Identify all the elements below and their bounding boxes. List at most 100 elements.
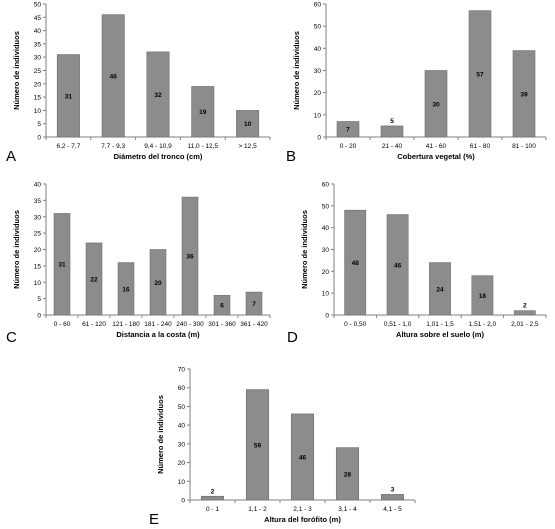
chart-d-y-tick-label: 20 bbox=[322, 269, 330, 276]
chart-b-category-label: 61 - 80 bbox=[470, 143, 491, 150]
chart-b-data-label: 5 bbox=[390, 118, 394, 125]
chart-d: 0 10 20 30 40 50 60 48 0 - 0,50 46 0,51 - 1,0 24 1,0… bbox=[287, 182, 547, 346]
chart-a-y-tick-label: 0 bbox=[37, 135, 41, 142]
chart-c-y-tick-label: 30 bbox=[34, 214, 42, 221]
chart-a-category-label: 9,4 - 10,9 bbox=[144, 143, 172, 150]
chart-e-bar bbox=[290, 413, 315, 501]
chart-c-category-label: 121 - 180 bbox=[112, 321, 140, 328]
chart-c-y-tick-label: 35 bbox=[34, 198, 42, 205]
chart-d-bar bbox=[344, 209, 367, 316]
chart-a-bar bbox=[191, 86, 215, 138]
chart-e-bar bbox=[200, 495, 225, 501]
chart-e-category-label: 1,1 - 2 bbox=[248, 506, 267, 513]
chart-d-y-tick-label: 60 bbox=[322, 182, 330, 189]
chart-d-category-label: 1,01 - 1,5 bbox=[426, 321, 454, 328]
chart-b-data-label: 39 bbox=[520, 91, 528, 98]
chart-a: 0 5 10 15 20 25 30 35 40 45 50 31 6,2 - 7,7 46 7,7 - 9… bbox=[6, 2, 271, 165]
chart-a-data-label: 19 bbox=[199, 109, 207, 116]
chart-d-y-tick-label: 30 bbox=[322, 247, 330, 254]
chart-b-y-tick-label: 50 bbox=[314, 24, 322, 31]
chart-e-y-tick-label: 70 bbox=[178, 367, 186, 374]
chart-d-bar bbox=[471, 275, 494, 316]
chart-b-y-tick-label: 40 bbox=[314, 46, 322, 53]
chart-e: 0 10 20 30 40 50 60 70 2 0 - 1 59 1,1 - 2 46 2,1 - 3 2… bbox=[149, 367, 416, 528]
chart-e-data-label: 3 bbox=[391, 486, 395, 493]
chart-d-data-label: 2 bbox=[523, 303, 527, 310]
chart-d-x-axis-label: Altura sobre el suelo (m) bbox=[396, 330, 484, 339]
chart-d-category-label: 0 - 0,50 bbox=[344, 321, 366, 328]
chart-a-y-tick-label: 50 bbox=[34, 2, 42, 9]
chart-e-data-label: 46 bbox=[299, 454, 307, 461]
chart-d-data-label: 48 bbox=[352, 260, 360, 267]
chart-b-data-label: 30 bbox=[432, 101, 440, 108]
chart-d-data-label: 46 bbox=[394, 262, 402, 269]
chart-b-data-label: 57 bbox=[476, 71, 484, 78]
chart-c-data-label: 6 bbox=[220, 303, 224, 310]
chart-e-y-tick-label: 30 bbox=[178, 441, 186, 448]
chart-d-y-axis-label: Número de individuos bbox=[300, 210, 309, 289]
chart-a-y-axis-label: Número de individuos bbox=[12, 31, 21, 110]
chart-a-bar bbox=[236, 110, 260, 138]
chart-e-y-tick-label: 20 bbox=[178, 460, 186, 467]
chart-a-category-label: 11,0 - 12,5 bbox=[187, 143, 218, 150]
chart-c-x-axis-label: Distancia a la costa (m) bbox=[116, 330, 200, 339]
chart-c-data-label: 22 bbox=[90, 276, 98, 283]
chart-e-x-axis-label: Altura del forófito (m) bbox=[264, 515, 341, 524]
chart-e-data-label: 28 bbox=[344, 471, 352, 478]
chart-b-bar bbox=[336, 121, 360, 138]
chart-c-bar bbox=[85, 242, 103, 316]
chart-c-y-tick-label: 20 bbox=[34, 247, 42, 254]
chart-a-data-label: 46 bbox=[110, 73, 118, 80]
chart-e-y-tick-label: 50 bbox=[178, 404, 186, 411]
chart-b-category-label: 41 - 60 bbox=[426, 143, 447, 150]
chart-a-y-tick-label: 40 bbox=[34, 28, 42, 35]
chart-c-bar bbox=[53, 213, 71, 316]
chart-c-y-tick-label: 15 bbox=[34, 263, 42, 270]
chart-b-data-label: 7 bbox=[346, 127, 350, 134]
chart-c-y-tick-label: 5 bbox=[37, 296, 41, 303]
chart-a-y-tick-label: 15 bbox=[34, 95, 42, 102]
chart-a-y-tick-label: 25 bbox=[34, 68, 42, 75]
chart-d-y-tick-label: 0 bbox=[325, 313, 329, 320]
chart-a-y-tick-label: 30 bbox=[34, 55, 42, 62]
chart-e-y-axis-label: Número de individuos bbox=[156, 395, 165, 474]
chart-b-bar bbox=[468, 10, 492, 138]
chart-b-y-tick-label: 0 bbox=[317, 135, 321, 142]
chart-e-data-label: 2 bbox=[211, 488, 215, 495]
chart-a-y-tick-label: 10 bbox=[34, 108, 42, 115]
chart-a-category-label: 7,7 - 9,3 bbox=[101, 143, 125, 150]
chart-a-bar bbox=[101, 14, 125, 138]
chart-c-data-label: 36 bbox=[186, 254, 194, 261]
chart-e-y-tick-label: 40 bbox=[178, 423, 186, 430]
chart-a-category-label: > 12,5 bbox=[238, 143, 257, 150]
chart-a-y-tick-label: 35 bbox=[34, 41, 42, 48]
chart-c-data-label: 16 bbox=[122, 286, 130, 293]
chart-d-data-label: 18 bbox=[479, 293, 487, 300]
chart-c-data-label: 31 bbox=[58, 262, 66, 269]
chart-e-bar bbox=[380, 494, 405, 501]
chart-b-category-label: 21 - 40 bbox=[382, 143, 403, 150]
chart-a-data-label: 32 bbox=[154, 92, 162, 99]
chart-b-category-label: 81 - 100 bbox=[512, 143, 536, 150]
chart-a-x-axis-label: Diámetro del tronco (cm) bbox=[114, 152, 203, 161]
chart-c-y-tick-label: 0 bbox=[37, 313, 41, 320]
chart-c-data-label: 7 bbox=[252, 301, 256, 308]
chart-c-bar bbox=[117, 262, 135, 316]
chart-d-category-label: 1,51 - 2,0 bbox=[469, 321, 497, 328]
chart-c-data-label: 20 bbox=[154, 280, 162, 287]
chart-d-panel-letter: D bbox=[287, 329, 298, 346]
chart-d-bar bbox=[429, 262, 451, 316]
chart-d-data-label: 24 bbox=[436, 286, 444, 293]
chart-e-panel-letter: E bbox=[149, 511, 159, 528]
chart-a-bar bbox=[56, 54, 80, 138]
chart-b-category-label: 0 - 20 bbox=[340, 143, 357, 150]
chart-e-y-tick-label: 10 bbox=[178, 479, 186, 486]
chart-c-y-tick-label: 40 bbox=[34, 182, 42, 189]
chart-e-y-tick-label: 60 bbox=[178, 385, 186, 392]
chart-c-category-label: 181 - 240 bbox=[144, 321, 172, 328]
chart-e-data-label: 59 bbox=[254, 442, 262, 449]
chart-c-bar bbox=[181, 196, 199, 316]
chart-d-bar bbox=[386, 214, 409, 316]
